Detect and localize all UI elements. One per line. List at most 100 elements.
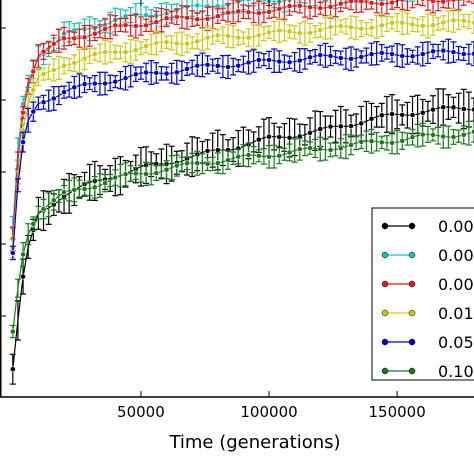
data-point — [204, 34, 211, 41]
data-point — [9, 328, 16, 335]
data-point — [173, 69, 180, 76]
legend-marker — [408, 251, 416, 259]
data-point — [214, 62, 221, 69]
data-point — [40, 71, 47, 78]
data-point — [143, 69, 149, 76]
data-point — [450, 0, 457, 3]
legend-marker — [381, 222, 389, 230]
data-point — [61, 62, 67, 69]
data-point — [122, 22, 129, 29]
data-point — [368, 115, 375, 122]
series-line — [12, 131, 474, 332]
data-point — [204, 161, 211, 167]
data-point — [327, 53, 334, 59]
data-point — [173, 162, 180, 169]
data-point — [20, 139, 26, 146]
data-point — [317, 27, 324, 34]
data-point — [204, 147, 211, 154]
data-point — [194, 16, 201, 23]
data-point — [419, 109, 426, 116]
data-point — [163, 70, 170, 77]
legend-label: 0.00 — [438, 246, 474, 265]
data-point — [399, 137, 406, 144]
data-point — [184, 40, 190, 47]
data-point — [399, 112, 406, 118]
data-point — [102, 80, 108, 87]
data-point — [358, 120, 365, 127]
x-axis-label: Time (generations) — [168, 432, 340, 453]
data-point — [337, 23, 344, 29]
data-point — [348, 55, 354, 62]
legend-marker — [408, 222, 416, 230]
data-point — [9, 250, 16, 256]
data-point — [143, 22, 149, 29]
data-point — [245, 152, 252, 158]
data-point — [81, 55, 88, 62]
series-2 — [9, 0, 474, 252]
data-point — [122, 75, 129, 82]
x-tick-label: 150000 — [369, 403, 426, 421]
data-point — [143, 171, 149, 177]
data-point — [378, 22, 385, 29]
data-point — [40, 99, 47, 106]
data-point — [194, 62, 201, 69]
data-point — [286, 149, 293, 156]
series-4 — [9, 38, 474, 261]
data-point — [163, 15, 170, 22]
data-point — [245, 0, 252, 3]
series-3 — [9, 7, 474, 259]
data-point — [9, 366, 16, 373]
data-point — [30, 108, 37, 115]
data-point — [40, 48, 47, 55]
data-point — [368, 24, 375, 31]
data-point — [71, 186, 78, 193]
data-point — [173, 13, 180, 20]
data-point — [204, 61, 211, 68]
data-point — [430, 48, 436, 55]
legend-marker — [408, 367, 416, 375]
data-point — [419, 51, 426, 58]
data-point — [266, 29, 272, 36]
data-point — [225, 32, 231, 39]
data-point — [40, 206, 47, 212]
data-point — [235, 8, 242, 15]
data-point — [420, 0, 426, 2]
legend-marker — [381, 338, 389, 346]
data-point — [235, 34, 242, 41]
data-point — [225, 64, 231, 70]
data-point — [419, 23, 426, 29]
data-point — [214, 160, 221, 166]
data-point — [255, 136, 262, 143]
data-point — [286, 28, 293, 35]
axes-layer: 50000 100000 150000 — [0, 0, 474, 421]
data-point — [307, 129, 313, 136]
data-point — [61, 35, 67, 42]
data-point — [276, 152, 283, 159]
data-point — [327, 123, 334, 130]
data-point — [409, 134, 416, 141]
data-point — [307, 4, 313, 11]
data-point — [399, 19, 406, 26]
series-line — [12, 49, 474, 253]
data-point — [235, 153, 242, 160]
data-point — [286, 134, 293, 141]
x-tick-label: 50000 — [117, 403, 165, 421]
data-point — [409, 112, 416, 118]
data-point — [81, 34, 88, 41]
data-point — [214, 32, 221, 39]
data-point — [337, 145, 344, 152]
data-point — [225, 9, 231, 16]
data-point — [399, 0, 406, 3]
data-point — [276, 134, 283, 140]
data-point — [122, 171, 129, 178]
data-point — [450, 17, 457, 24]
data-point — [50, 66, 57, 73]
data-point — [276, 27, 283, 34]
data-point — [327, 3, 334, 10]
data-point — [460, 17, 467, 24]
data-point — [245, 9, 252, 16]
data-point — [378, 139, 385, 146]
data-point — [450, 134, 457, 140]
data-point — [30, 68, 37, 75]
